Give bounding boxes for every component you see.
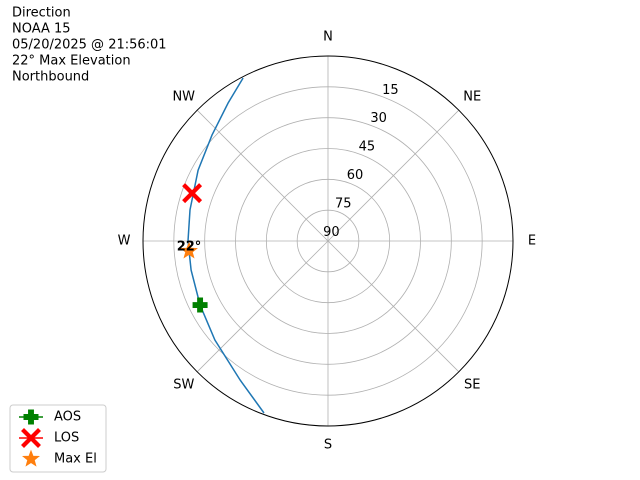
marker <box>23 409 39 425</box>
marker <box>21 428 41 448</box>
theta-tick-label: NW <box>172 89 195 104</box>
grid-spoke <box>327 240 460 373</box>
annotation: 22° <box>177 239 202 254</box>
chart-title: 05/20/2025 @ 21:56:01 <box>12 38 167 53</box>
legend-label: Max El <box>54 452 97 467</box>
r-tick-label: 75 <box>335 197 352 212</box>
r-tick-label: 90 <box>323 225 340 240</box>
grid-spoke <box>327 109 460 242</box>
r-tick-label: 45 <box>359 140 376 155</box>
theta-tick-label: SE <box>464 378 480 393</box>
grid-spoke <box>196 240 329 373</box>
chart-title: 22° Max Elevation <box>12 54 131 69</box>
theta-tick-label: W <box>118 234 131 249</box>
theta-tick-label: SW <box>173 378 194 393</box>
chart-title: Direction <box>12 6 71 21</box>
pass-line <box>187 77 265 414</box>
grid-spoke <box>196 109 329 242</box>
marker <box>182 183 203 204</box>
r-tick-label: 15 <box>382 83 399 98</box>
marker <box>22 449 40 467</box>
legend: AOS LOS Max El <box>9 404 107 473</box>
theta-tick-label: S <box>324 438 332 453</box>
legend-label: AOS <box>54 410 81 425</box>
legend-label: LOS <box>54 431 79 446</box>
theta-tick-label: NE <box>463 89 481 104</box>
theta-tick-label: N <box>323 30 333 45</box>
legend-frame <box>9 404 107 473</box>
r-tick-label: 30 <box>370 111 387 126</box>
chart-title: Northbound <box>12 70 89 85</box>
outer-frame <box>142 55 514 427</box>
marker <box>192 297 208 313</box>
chart-title: NOAA 15 <box>12 22 71 37</box>
marker <box>180 241 198 259</box>
r-tick-label: 60 <box>347 168 364 183</box>
theta-tick-label: E <box>528 234 536 249</box>
